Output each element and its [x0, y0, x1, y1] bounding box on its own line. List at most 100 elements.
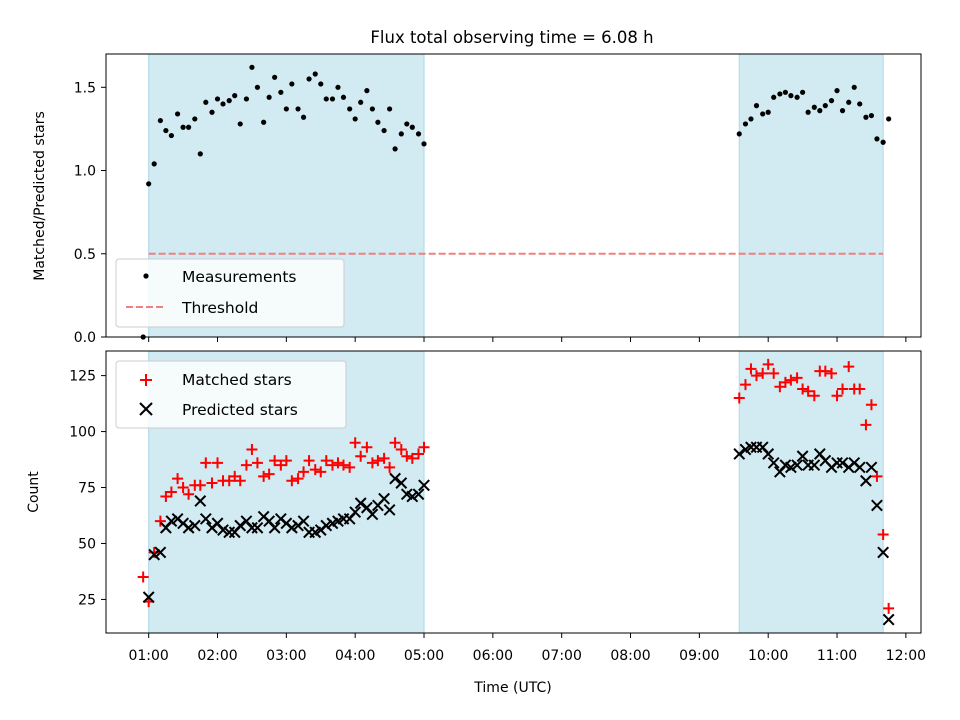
x-tick-label: 09:00: [679, 648, 719, 664]
bottom-x-ticks: 01:00 02:00 03:00 04:00 05:00 06:00 07:00 08:00…: [128, 633, 926, 664]
measurement-point: [777, 91, 783, 97]
measurement-point: [748, 116, 754, 122]
matched-star-point: [165, 486, 177, 498]
matched-star-point: [802, 385, 814, 397]
measurement-point: [197, 151, 203, 157]
measurement-point: [782, 89, 788, 95]
measurement-point: [828, 98, 835, 104]
measurement-point: [817, 108, 823, 114]
measurement-point: [300, 114, 307, 120]
measurement-point: [398, 131, 404, 137]
matched-star-point: [258, 470, 270, 482]
predicted-star-point: [831, 456, 843, 469]
predicted-star-point: [320, 519, 333, 532]
x-axis-label: Time (UTC): [473, 680, 551, 696]
measurement-point: [874, 136, 880, 142]
matched-star-point: [269, 455, 281, 467]
matched-star-point: [768, 367, 780, 379]
bottom-legend: Matched stars Predicted stars: [115, 360, 347, 429]
measurement-point: [237, 121, 243, 127]
top-y-tick-label: 1.5: [74, 80, 96, 96]
measurement-point: [214, 96, 221, 102]
matched-star-point: [406, 452, 418, 464]
measurement-point: [289, 81, 295, 87]
top-axes-frame: [105, 53, 922, 338]
matched-star-point: [160, 490, 172, 502]
measurement-point: [811, 104, 817, 110]
top-y-tick-label: 0.5: [74, 247, 96, 263]
measurement-point: [323, 96, 329, 102]
x-tick-label: 05:00: [404, 648, 444, 664]
measurement-point: [863, 114, 869, 120]
matched-star-point: [779, 376, 791, 388]
top-y-tick-label: 0.0: [74, 330, 96, 346]
matched-star-point: [234, 475, 246, 487]
predicted-star-point: [188, 519, 201, 532]
predicted-star-point: [762, 448, 775, 460]
matched-star-point: [877, 529, 889, 541]
legend-predicted-label: Predicted stars: [182, 401, 298, 419]
predicted-star-point: [251, 521, 264, 534]
measurement-point: [834, 88, 840, 94]
matched-star-point: [395, 443, 407, 455]
predicted-star-point: [882, 613, 895, 626]
measurement-point: [168, 132, 174, 139]
measurement-point: [886, 116, 892, 122]
measurement-point: [358, 99, 364, 105]
matched-star-point: [263, 468, 275, 480]
matched-star-point: [808, 390, 820, 402]
matched-star-point: [326, 459, 338, 471]
measurement-point: [283, 106, 289, 112]
measurement-point: [312, 71, 318, 77]
measurement-point: [753, 103, 760, 109]
bottom-y-axis-label: Count: [26, 471, 42, 513]
matched-star-point: [384, 461, 396, 473]
predicted-star-point: [148, 548, 161, 561]
matched-star-point: [298, 466, 310, 478]
measurement-point: [375, 119, 381, 125]
measurement-point: [421, 141, 427, 147]
matched-star-point: [791, 372, 803, 384]
matched-star-point: [212, 457, 224, 469]
matched-star-point: [154, 515, 166, 527]
measurement-point: [192, 116, 198, 122]
matched-star-point: [200, 457, 212, 469]
matched-star-point: [831, 390, 843, 402]
matched-star-point: [361, 441, 373, 453]
measurement-point: [203, 99, 209, 105]
predicted-star-point: [142, 591, 155, 604]
predicted-star-point: [194, 495, 207, 507]
predicted-star-point: [860, 474, 872, 487]
matched-star-point: [785, 374, 797, 386]
predicted-star-point: [349, 506, 362, 519]
matched-star-point: [303, 455, 315, 467]
matched-star-point: [177, 482, 189, 494]
measurement-point: [392, 146, 398, 152]
x-tick-label: 02:00: [197, 648, 237, 664]
predicted-star-point: [412, 488, 425, 501]
measurement-point: [347, 106, 353, 112]
bottom-y-tick-label: 25: [78, 592, 96, 608]
predicted-star-point: [354, 497, 367, 510]
top-y-axis-label: Matched/Predicted stars: [32, 111, 48, 281]
predicted-star-point: [389, 472, 402, 485]
top-legend-box: [115, 258, 345, 328]
x-tick-label: 07:00: [542, 648, 582, 664]
measurement-point: [868, 112, 875, 119]
top-shaded-interval: [738, 53, 884, 338]
measurement-point: [805, 109, 811, 115]
top-x-ticks: [148, 337, 907, 342]
measurement-point: [771, 94, 777, 100]
matched-star-point: [275, 459, 287, 471]
matched-star-point: [871, 470, 883, 482]
predicted-star-point: [383, 503, 396, 516]
predicted-star-point: [877, 546, 890, 559]
measurement-point: [209, 109, 215, 115]
bottom-y-tick-label: 50: [78, 536, 96, 552]
matched-star-point: [865, 399, 877, 411]
predicted-star-point: [217, 524, 229, 536]
x-tick-label: 11:00: [817, 648, 857, 664]
matched-star-point: [309, 464, 321, 476]
matched-star-point: [194, 479, 206, 491]
measurement-point: [243, 96, 250, 102]
